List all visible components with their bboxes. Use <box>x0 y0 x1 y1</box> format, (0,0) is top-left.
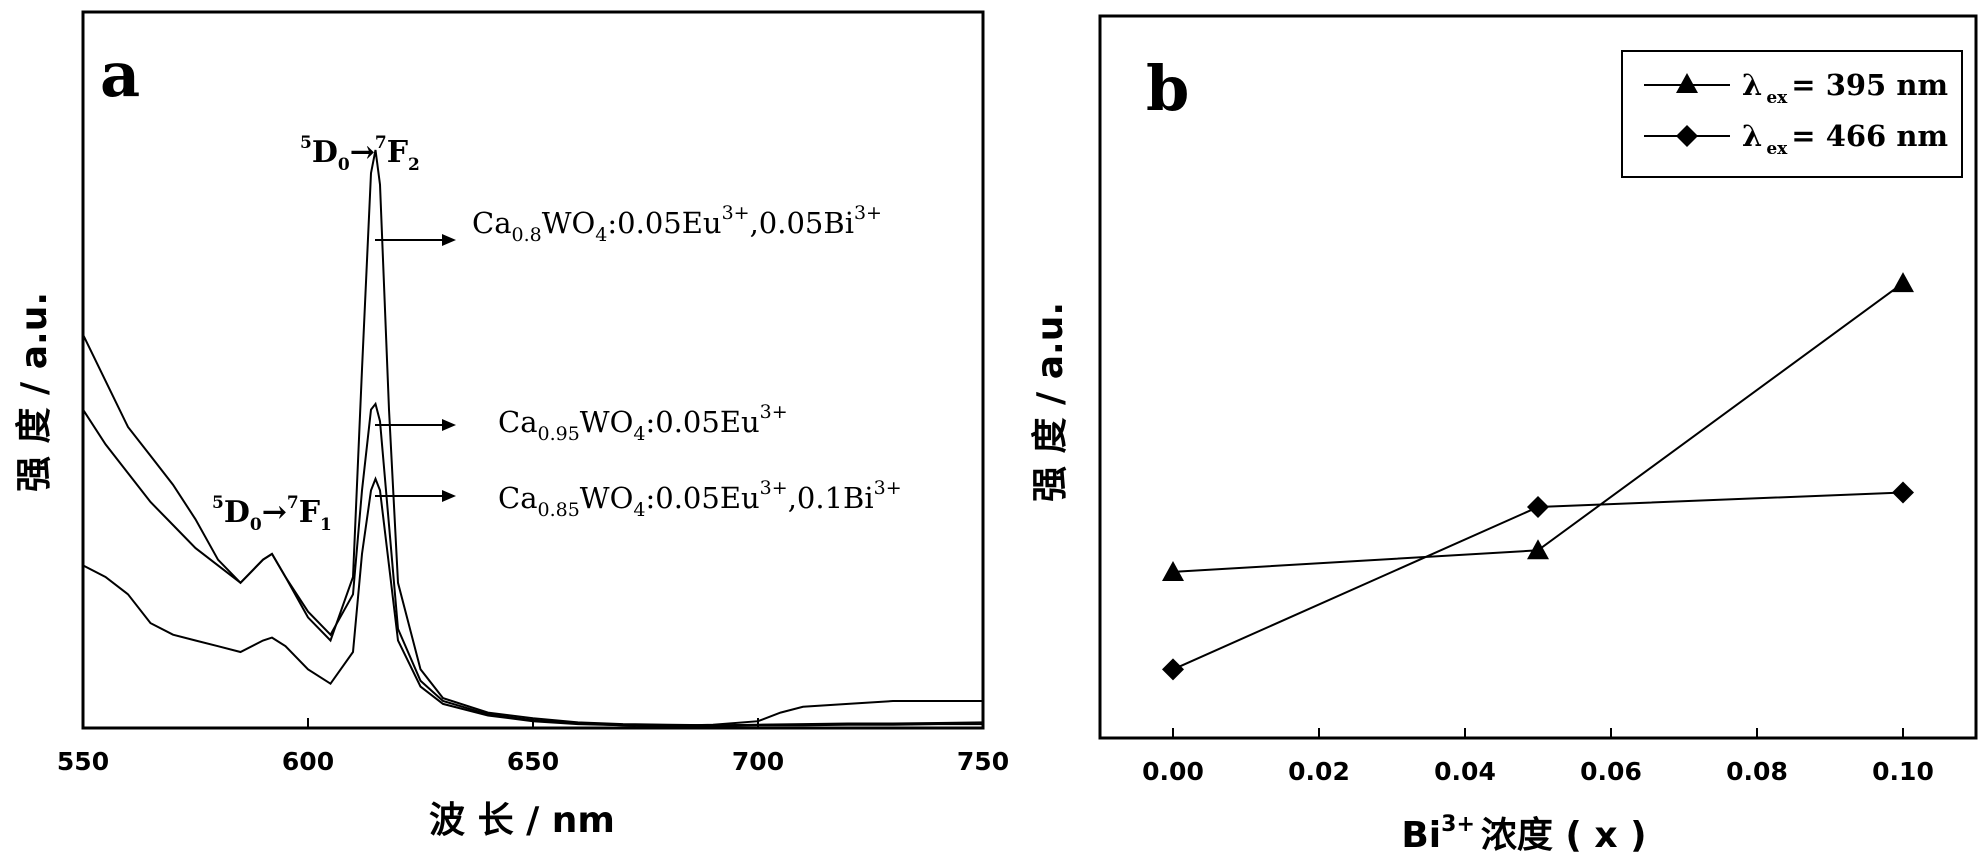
legend-entry-2: λ ex = 466 nm <box>1742 119 1948 159</box>
series-lines <box>1172 282 1904 671</box>
arrow-head-s1 <box>442 234 456 246</box>
annotation-arrows <box>375 234 456 502</box>
arrow-head-s2 <box>442 419 456 431</box>
plot-frame-a <box>81 10 985 730</box>
data-point-triangle <box>1162 560 1184 581</box>
x-tick-label-b: 0.06 <box>1580 757 1642 786</box>
x-tick-label-b: 0.02 <box>1288 757 1350 786</box>
spectrum-curves <box>82 149 984 727</box>
panel-b: 0.00 0.02 0.04 0.06 0.08 0.10 b 强 度 / a.u. Bi… <box>1030 14 1978 856</box>
x-tick-label-b: 0.00 <box>1142 757 1204 786</box>
x-ticks-b: 0.00 0.02 0.04 0.06 0.08 0.10 <box>1142 728 1934 786</box>
data-point-triangle <box>1527 539 1549 560</box>
data-point-diamond <box>1527 495 1549 518</box>
spectrum-line-2 <box>82 401 983 727</box>
data-point-diamond <box>1892 481 1914 504</box>
transition-label-f2: 5D0→7F2 <box>300 133 420 175</box>
x-tick-label-a: 650 <box>507 747 559 776</box>
arrow-head-s3 <box>442 490 456 502</box>
x-tick-label-b: 0.08 <box>1726 757 1788 786</box>
data-point-diamond <box>1162 658 1184 681</box>
x-ticks-a: 550 600 650 700 750 <box>57 718 1009 776</box>
x-tick-label-a: 700 <box>732 747 784 776</box>
series-line-1 <box>1172 282 1904 573</box>
legend-triangle-marker <box>1676 73 1698 93</box>
legend: λ ex = 395 nm λ ex = 466 nm <box>1621 50 1963 178</box>
y-axis-label-b: 强 度 / a.u. <box>1030 302 1071 502</box>
x-tick-label-b: 0.04 <box>1434 757 1496 786</box>
x-tick-label-a: 600 <box>282 747 334 776</box>
transition-label-f1: 5D0→7F1 <box>212 493 332 535</box>
panel-label-a: a <box>100 38 140 111</box>
sample-label-s2: Ca0.95WO4:0.05Eu3+ <box>498 401 788 445</box>
legend-diamond-marker <box>1676 125 1698 147</box>
plot-frame-b <box>1098 14 1978 740</box>
x-tick-label-a: 750 <box>957 747 1009 776</box>
sample-label-s3: Ca0.85WO4:0.05Eu3+,0.1Bi3+ <box>498 477 902 521</box>
panel-label-b: b <box>1146 52 1189 125</box>
x-tick-label-a: 550 <box>57 747 109 776</box>
legend-entry-1: λ ex = 395 nm <box>1742 68 1948 108</box>
panel-a: 550 600 650 700 750 a 强 度 / a.u. 波 长 / nm 5D… <box>14 10 1009 841</box>
x-axis-label-b: Bi3+ 浓度 ( x ) <box>1401 812 1646 856</box>
x-tick-label-b: 0.10 <box>1872 757 1934 786</box>
sample-label-s1: Ca0.8WO4:0.05Eu3+,0.05Bi3+ <box>472 202 882 246</box>
x-axis-label-a: 波 长 / nm <box>429 800 615 841</box>
spectrum-line-3 <box>82 476 983 727</box>
y-axis-label-a: 强 度 / a.u. <box>14 292 55 492</box>
legend-box <box>1621 50 1963 178</box>
series-markers <box>1162 272 1914 681</box>
series-line-2 <box>1172 491 1904 671</box>
data-point-triangle <box>1892 272 1914 293</box>
